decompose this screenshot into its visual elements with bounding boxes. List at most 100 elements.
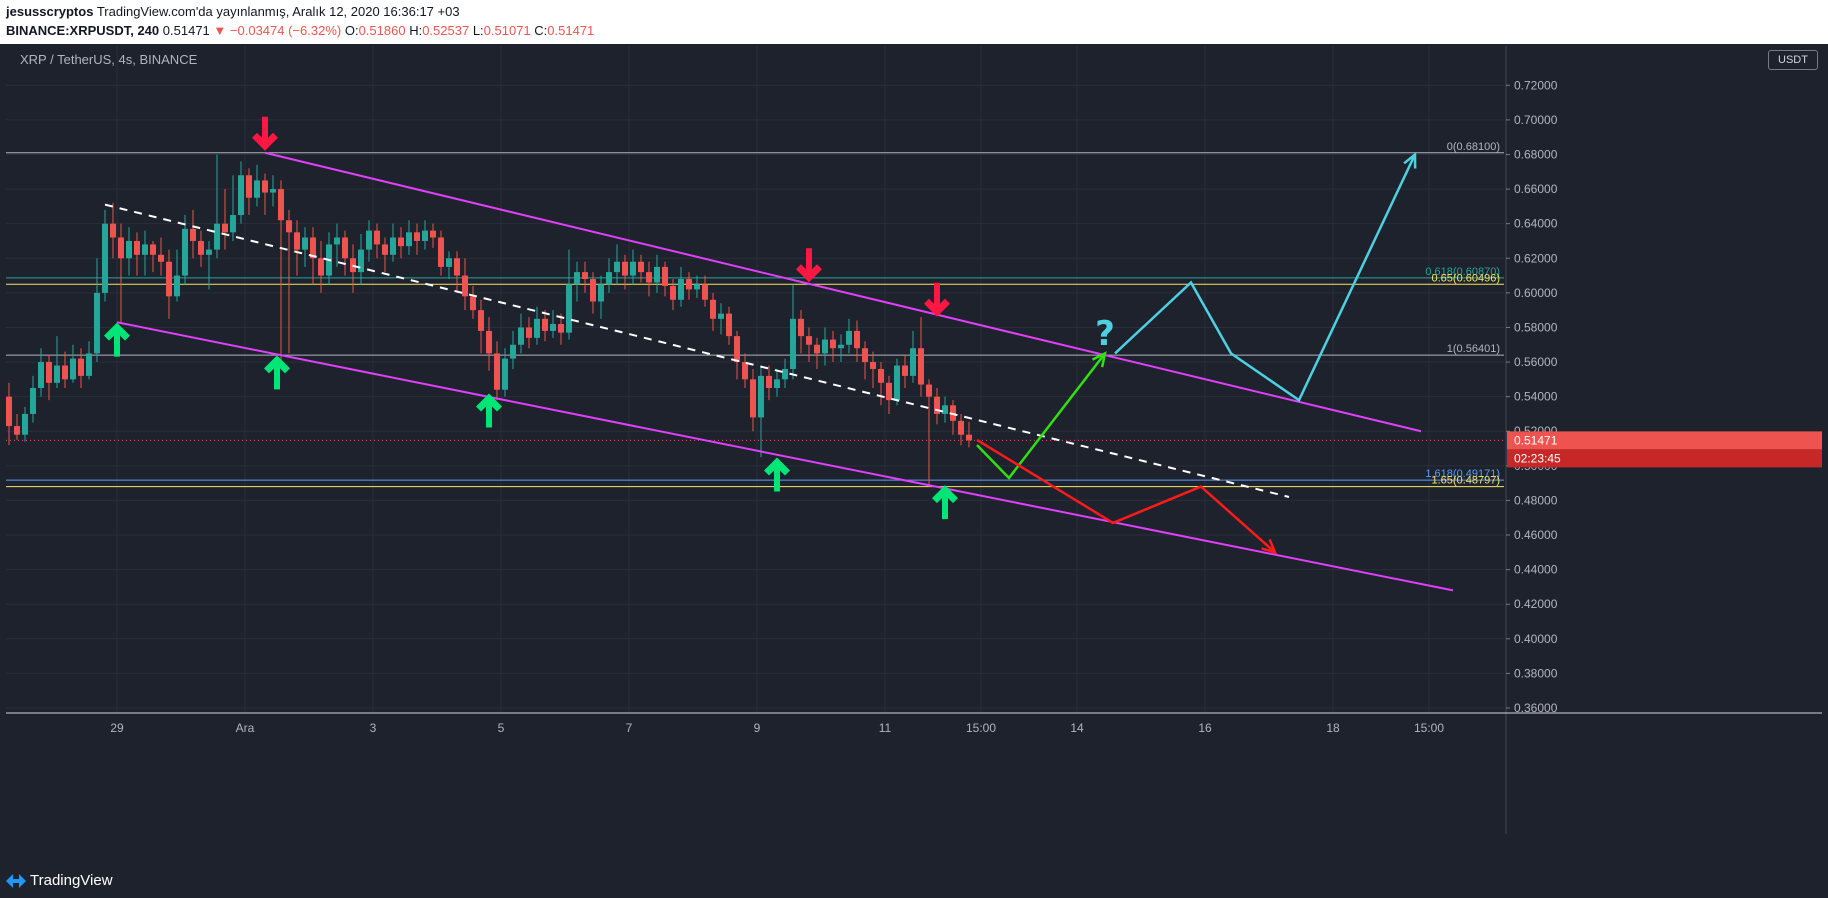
- candle-body: [590, 279, 596, 302]
- candle-body: [486, 330, 492, 354]
- publish-info: TradingView.com'da yayınlanmış, Aralık 1…: [96, 4, 460, 19]
- candle-body: [830, 339, 836, 349]
- candle-body: [958, 420, 964, 435]
- candle-body: [550, 324, 556, 331]
- price-chart[interactable]: 0(0.68100) 0.618(0.60870)0.65(0.60496) 1(0…: [6, 46, 1822, 834]
- candle-body: [462, 275, 468, 297]
- candle-body: [670, 285, 676, 300]
- red-down-arrow-icon: [252, 116, 278, 151]
- low-label: L:: [472, 23, 484, 38]
- candle-body: [942, 405, 948, 414]
- candle-body: [598, 284, 604, 302]
- price-tick-label: 0.48000: [1514, 493, 1558, 507]
- candle-body: [614, 261, 620, 273]
- candle-body: [822, 339, 828, 354]
- candle-body: [878, 368, 884, 383]
- candle-body: [278, 189, 284, 221]
- candle-body: [622, 261, 628, 276]
- candle-body: [798, 318, 804, 337]
- high-label: H:: [409, 23, 423, 38]
- time-tick-label: 5: [498, 721, 505, 735]
- candle-body: [606, 272, 612, 285]
- candle-body: [30, 388, 36, 414]
- candle-body: [294, 232, 300, 250]
- channel-upper-line: [264, 151, 1422, 433]
- candle-body: [22, 413, 28, 435]
- candle-body: [534, 318, 540, 338]
- candle-body: [70, 358, 76, 380]
- price-tick-label: 0.72000: [1514, 78, 1558, 92]
- candle-body: [310, 237, 316, 259]
- candle-body: [390, 237, 396, 255]
- candle-body: [766, 375, 772, 388]
- candle-body: [566, 284, 572, 333]
- candle-body: [742, 362, 748, 380]
- current-price-tag-label: 0.51471: [1514, 433, 1558, 447]
- candle-body: [454, 258, 460, 276]
- time-tick-label: 18: [1326, 721, 1340, 735]
- fib-level-label: 0.618(0.60870): [1425, 266, 1500, 278]
- high-value: 0.52537: [422, 23, 470, 38]
- candle-body: [806, 336, 812, 345]
- price-tick-label: 0.56000: [1514, 355, 1558, 369]
- time-tick-label: Ara: [236, 721, 255, 735]
- tradingview-logo-icon: [6, 874, 26, 889]
- candle-body: [254, 180, 260, 198]
- price-tick-label: 0.40000: [1514, 632, 1558, 646]
- candle-body: [102, 223, 108, 293]
- candle-body: [238, 175, 244, 216]
- time-tick-label: 9: [754, 721, 761, 735]
- currency-unit-button[interactable]: USDT: [1768, 50, 1818, 70]
- candle-body: [46, 362, 52, 383]
- candle-body: [62, 365, 68, 380]
- candles: [6, 154, 972, 487]
- price-tick-label: 0.66000: [1514, 182, 1558, 196]
- candle-body: [286, 220, 292, 233]
- green-scenario-path: [976, 352, 1106, 480]
- candle-body: [542, 318, 548, 331]
- candle-body: [118, 237, 124, 259]
- fib-level-label: 0(0.68100): [1447, 141, 1500, 153]
- channel-lower-line: [116, 321, 1454, 592]
- price-tick-label: 0.70000: [1514, 113, 1558, 127]
- close-value: 0.51471: [547, 23, 595, 38]
- tradingview-logo[interactable]: TradingView: [6, 872, 113, 889]
- time-axis: 29 Ara 3 5 7 9 11 15:00 14 16 18 15:00: [110, 721, 1444, 735]
- candle-body: [582, 272, 588, 280]
- candle-body: [726, 313, 732, 337]
- author-name[interactable]: jesusscryptos: [6, 4, 94, 19]
- time-tick-label: 14: [1070, 721, 1084, 735]
- green-up-arrow-icon: [104, 322, 130, 357]
- candle-body: [342, 237, 348, 259]
- candle-body: [366, 230, 372, 250]
- price-tick-label: 0.54000: [1514, 390, 1558, 404]
- candle-body: [718, 313, 724, 319]
- candle-body: [654, 266, 660, 283]
- chart-area[interactable]: 0(0.68100) 0.618(0.60870) 0.65(0.60496) 1(0…: [6, 46, 1822, 834]
- green-up-arrow-icon: [476, 393, 502, 428]
- candle-body: [270, 189, 276, 193]
- candle-body: [222, 223, 228, 233]
- candle-body: [6, 396, 12, 427]
- candle-body: [638, 261, 644, 273]
- candle-body: [318, 258, 324, 276]
- publish-header: jesusscryptos TradingView.com'da yayınla…: [0, 0, 1828, 44]
- candle-body: [678, 279, 684, 300]
- ohlc-line: BINANCE:XRPUSDT, 240 0.51471 ▼ −0.03474 …: [6, 21, 594, 40]
- candle-body: [910, 348, 916, 376]
- candle-body: [926, 384, 932, 397]
- green-up-arrow-icon: [764, 457, 790, 492]
- down-triangle-icon: ▼: [213, 23, 227, 38]
- price-axis: 0.72000 0.70000 0.68000 0.66000 0.64000 0.620…: [1506, 78, 1558, 715]
- candle-body: [574, 272, 580, 285]
- candle-body: [414, 232, 420, 241]
- candle-body: [894, 365, 900, 401]
- candle-body: [510, 344, 516, 359]
- candle-body: [86, 353, 92, 376]
- candle-body: [782, 368, 788, 380]
- candle-body: [110, 223, 116, 238]
- candle-body: [230, 215, 236, 233]
- candle-body: [14, 426, 20, 435]
- time-tick-label: 15:00: [1414, 721, 1444, 735]
- candle-body: [702, 284, 708, 300]
